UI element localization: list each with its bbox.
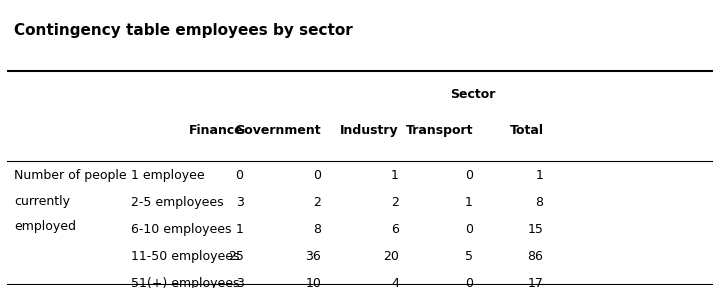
Text: 6: 6: [391, 223, 399, 236]
Text: 0: 0: [465, 223, 473, 236]
Text: Contingency table employees by sector: Contingency table employees by sector: [14, 23, 353, 38]
Text: 2: 2: [391, 196, 399, 209]
Text: 1: 1: [465, 196, 473, 209]
Text: 15: 15: [528, 223, 544, 236]
Text: 2-5 employees: 2-5 employees: [130, 196, 223, 209]
Text: 6-10 employees: 6-10 employees: [130, 223, 231, 236]
Text: Finance: Finance: [189, 124, 243, 137]
Text: Industry: Industry: [340, 124, 399, 137]
Text: 86: 86: [528, 250, 544, 263]
Text: Transport: Transport: [405, 124, 473, 137]
Text: employed: employed: [14, 220, 76, 233]
Text: 11-50 employees: 11-50 employees: [130, 250, 239, 263]
Text: 0: 0: [313, 169, 321, 182]
Text: 1: 1: [536, 169, 544, 182]
Text: 20: 20: [383, 250, 399, 263]
Text: 4: 4: [391, 277, 399, 288]
Text: 1: 1: [235, 223, 243, 236]
Text: 0: 0: [235, 169, 243, 182]
Text: currently: currently: [14, 195, 71, 208]
Text: 36: 36: [305, 250, 321, 263]
Text: Sector: Sector: [450, 88, 495, 101]
Text: Government: Government: [235, 124, 321, 137]
Text: 3: 3: [235, 277, 243, 288]
Text: 8: 8: [536, 196, 544, 209]
Text: Total: Total: [510, 124, 544, 137]
Text: 10: 10: [305, 277, 321, 288]
Text: 2: 2: [313, 196, 321, 209]
Text: Number of people: Number of people: [14, 169, 127, 182]
Text: 1 employee: 1 employee: [130, 169, 204, 182]
Text: 0: 0: [465, 277, 473, 288]
Text: 3: 3: [235, 196, 243, 209]
Text: 17: 17: [528, 277, 544, 288]
Text: 25: 25: [228, 250, 243, 263]
Text: 5: 5: [465, 250, 473, 263]
Text: 0: 0: [465, 169, 473, 182]
Text: 51(+) employees: 51(+) employees: [130, 277, 239, 288]
Text: 1: 1: [391, 169, 399, 182]
Text: 8: 8: [313, 223, 321, 236]
